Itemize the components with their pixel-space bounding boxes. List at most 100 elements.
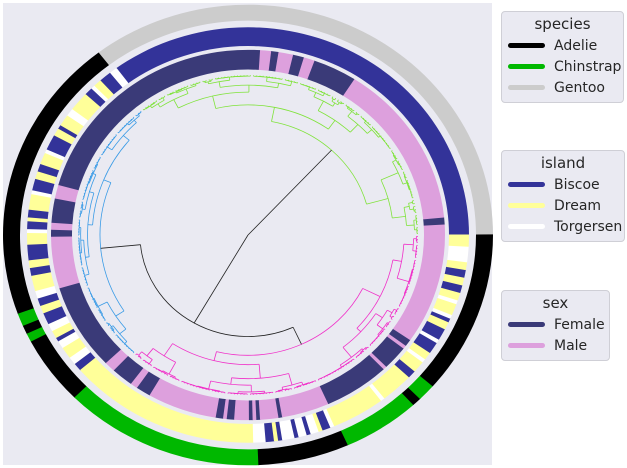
legend-swatch (508, 64, 545, 69)
island-segment-dream (80, 357, 104, 380)
island-segment-dream (326, 385, 382, 427)
dendrogram-link (341, 101, 342, 102)
dendrogram-link (289, 373, 292, 385)
legend-entry-adelie: Adelie (508, 35, 617, 56)
island-segment-dream (53, 128, 76, 145)
island-segment-biscoe (32, 178, 55, 195)
island-segment-torgersen (35, 286, 57, 300)
dendrogram-link (370, 124, 371, 125)
sex-segment-male (258, 50, 272, 71)
dendrogram-link (366, 347, 367, 348)
sex-segment-female (287, 54, 304, 77)
species-segment-chinstrap (74, 386, 260, 466)
sex-segment-male (392, 234, 445, 341)
dendrogram-root-link (194, 235, 248, 323)
sex-segment-female (248, 400, 254, 421)
island-segment-biscoe (85, 88, 106, 108)
legend-swatch (508, 43, 545, 48)
dendrogram-link (79, 222, 80, 232)
dendrogram-link (332, 97, 333, 99)
island-segment-dream (93, 80, 114, 100)
dendrogram-link (214, 352, 216, 361)
dendrogram-link (159, 99, 160, 100)
dendrogram-link (367, 130, 371, 134)
dendrogram-link (335, 98, 336, 100)
legend-title: sex (542, 294, 569, 312)
island-segment-dream (271, 422, 279, 442)
dendrogram-link (323, 93, 324, 95)
dendrogram-link (411, 263, 414, 277)
dendrogram-link (118, 132, 119, 133)
sex-segment-male (51, 236, 80, 289)
dendrogram-link (390, 316, 392, 317)
dendrogram-link (343, 347, 351, 357)
legend-swatch (508, 203, 545, 208)
dendrogram-link (108, 323, 109, 324)
sex-segment-female (59, 282, 122, 364)
dendrogram-link (366, 349, 367, 350)
island-segment-dream (35, 171, 57, 185)
dendrogram-link (394, 309, 397, 310)
dendrogram-link (404, 206, 409, 207)
species-segment-adelie (3, 52, 109, 315)
dendrogram-link (377, 325, 383, 329)
dendrogram-link (147, 348, 153, 355)
species-segment-chinstrap (26, 326, 47, 343)
dendrogram (78, 75, 418, 395)
sex-segment-female (268, 51, 279, 72)
annotation-rings (3, 4, 493, 466)
dendrogram-link (356, 357, 357, 358)
dendrogram-link (172, 377, 178, 380)
island-segment-dream (40, 299, 63, 314)
dendrogram-link (93, 174, 96, 175)
dendrogram-link (110, 328, 111, 329)
dendrogram-link (98, 302, 107, 306)
dendrogram-link (321, 92, 329, 96)
island-segment-dream (446, 259, 468, 271)
dendrogram-link (409, 202, 413, 203)
species-segment-chinstrap (340, 392, 414, 446)
dendrogram-link (116, 311, 124, 316)
island-segment-biscoe (74, 352, 96, 371)
legend-swatch (508, 85, 545, 90)
dendrogram-link (220, 85, 278, 88)
island-segment-dream (372, 364, 410, 399)
island-segment-torgersen (406, 347, 426, 363)
sex-segment-female (306, 60, 355, 96)
legend-label: Chinstrap (554, 58, 622, 75)
dendrogram-link (158, 104, 160, 107)
island-segment-biscoe (315, 410, 331, 431)
dendrogram-link (221, 76, 239, 78)
dendrogram-link (104, 180, 111, 183)
dendrogram-link (141, 111, 142, 112)
dendrogram-link (95, 161, 98, 167)
dendrogram-link (314, 93, 316, 97)
dendrogram-link (151, 104, 152, 105)
sex-segment-female (58, 49, 261, 191)
dendrogram-link (358, 114, 359, 115)
dendrogram-link (360, 352, 361, 353)
species-segment-adelie (257, 430, 349, 466)
dendrogram-link (346, 105, 347, 106)
island-segment-biscoe (421, 320, 446, 340)
dendrogram-link (384, 329, 385, 330)
dendrogram-link (116, 135, 117, 136)
dendrogram-link (278, 83, 279, 88)
sex-segment-male (105, 349, 129, 371)
dendrogram-link (363, 288, 380, 296)
dendrogram-link (213, 96, 216, 108)
dendrogram-link (219, 82, 220, 88)
island-segment-biscoe (275, 421, 283, 441)
dendrogram-link (267, 77, 268, 81)
sex-segment-female (371, 336, 404, 367)
dendrogram-link (216, 105, 329, 129)
island-segment-torgersen (44, 149, 65, 161)
dendrogram-link (332, 99, 333, 101)
dendrogram-link (282, 387, 283, 389)
island-segment-dream (28, 194, 51, 213)
sex-segment-female (51, 229, 73, 238)
species-segment-adelie (22, 319, 43, 335)
legend-entry-male: Male (508, 335, 603, 356)
dendrogram-link (410, 209, 414, 210)
